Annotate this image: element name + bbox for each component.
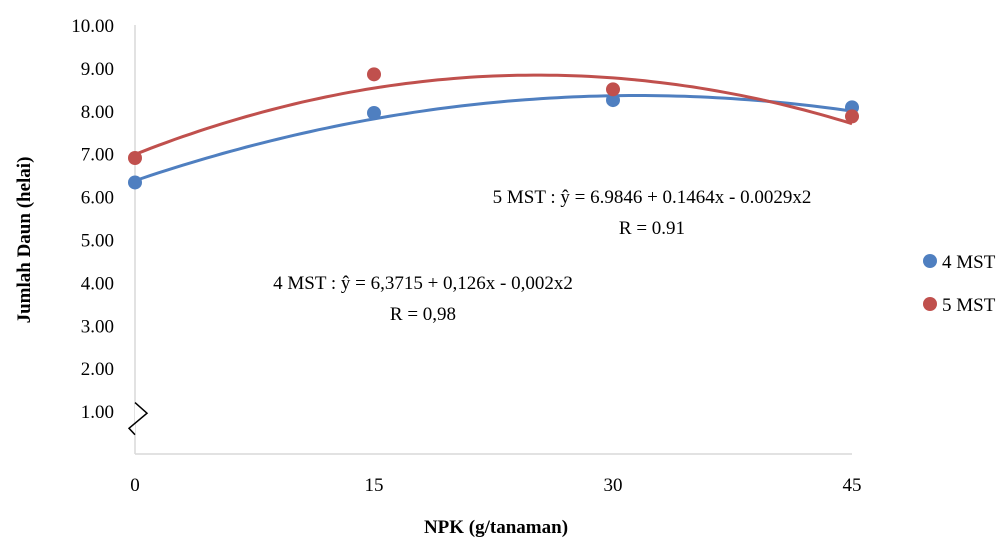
annotation-5mst-equation: 5 MST : ŷ = 6.9846 + 0.1464x - 0.0029x2 [493,187,812,208]
annotation-4mst-r: R = 0,98 [390,304,456,325]
y-tick-label: 3.00 [81,316,114,337]
trend-line-series-0 [134,94,853,183]
y-tick-label: 10.00 [71,16,114,37]
data-point-series-1-3 [845,109,859,124]
y-tick-label: 2.00 [81,359,114,380]
y-tick-labels: 1.00 2.00 3.00 4.00 5.00 6.00 7.00 8.00 9.00 10.0… [71,16,114,423]
x-tick-label: 30 [604,475,623,496]
legend-marker-5-mst [923,297,937,311]
x-tick-label: 45 [843,475,862,496]
legend-label-5-mst: 5 MST [942,295,996,316]
x-axis-title: NPK (g/tanaman) [424,517,568,538]
data-point-series-1-2 [606,82,620,97]
data-point-series-0-2 [606,93,620,108]
data-point-series-1-0 [128,150,142,165]
data-point-series-0-1 [367,105,381,120]
legend-marker-4-mst [923,254,937,268]
trend-lines [134,73,853,183]
data-point-series-1-1 [367,67,381,82]
y-tick-label: 9.00 [81,59,114,80]
y-tick-label: 1.00 [81,402,114,423]
y-axis-title: Jumlah Daun (helai) [14,157,35,324]
data-points [128,67,859,190]
y-tick-label: 4.00 [81,273,114,294]
data-point-series-0-0 [128,175,142,190]
x-tick-label: 0 [130,475,140,496]
y-tick-label: 7.00 [81,145,114,166]
annotation-5mst-r: R = 0.91 [619,218,685,239]
y-tick-label: 8.00 [81,102,114,123]
x-tick-label: 15 [365,475,384,496]
legend-label-4-mst: 4 MST [942,252,996,273]
axis-break-mark [127,401,149,436]
x-tick-labels: 0 15 30 45 [130,475,861,496]
annotation-4mst-equation: 4 MST : ŷ = 6,3715 + 0,126x - 0,002x2 [273,273,573,294]
legend: 4 MST 5 MST [923,252,996,316]
y-tick-label: 6.00 [81,188,114,209]
trend-line-series-1 [134,73,853,156]
y-tick-label: 5.00 [81,231,114,252]
